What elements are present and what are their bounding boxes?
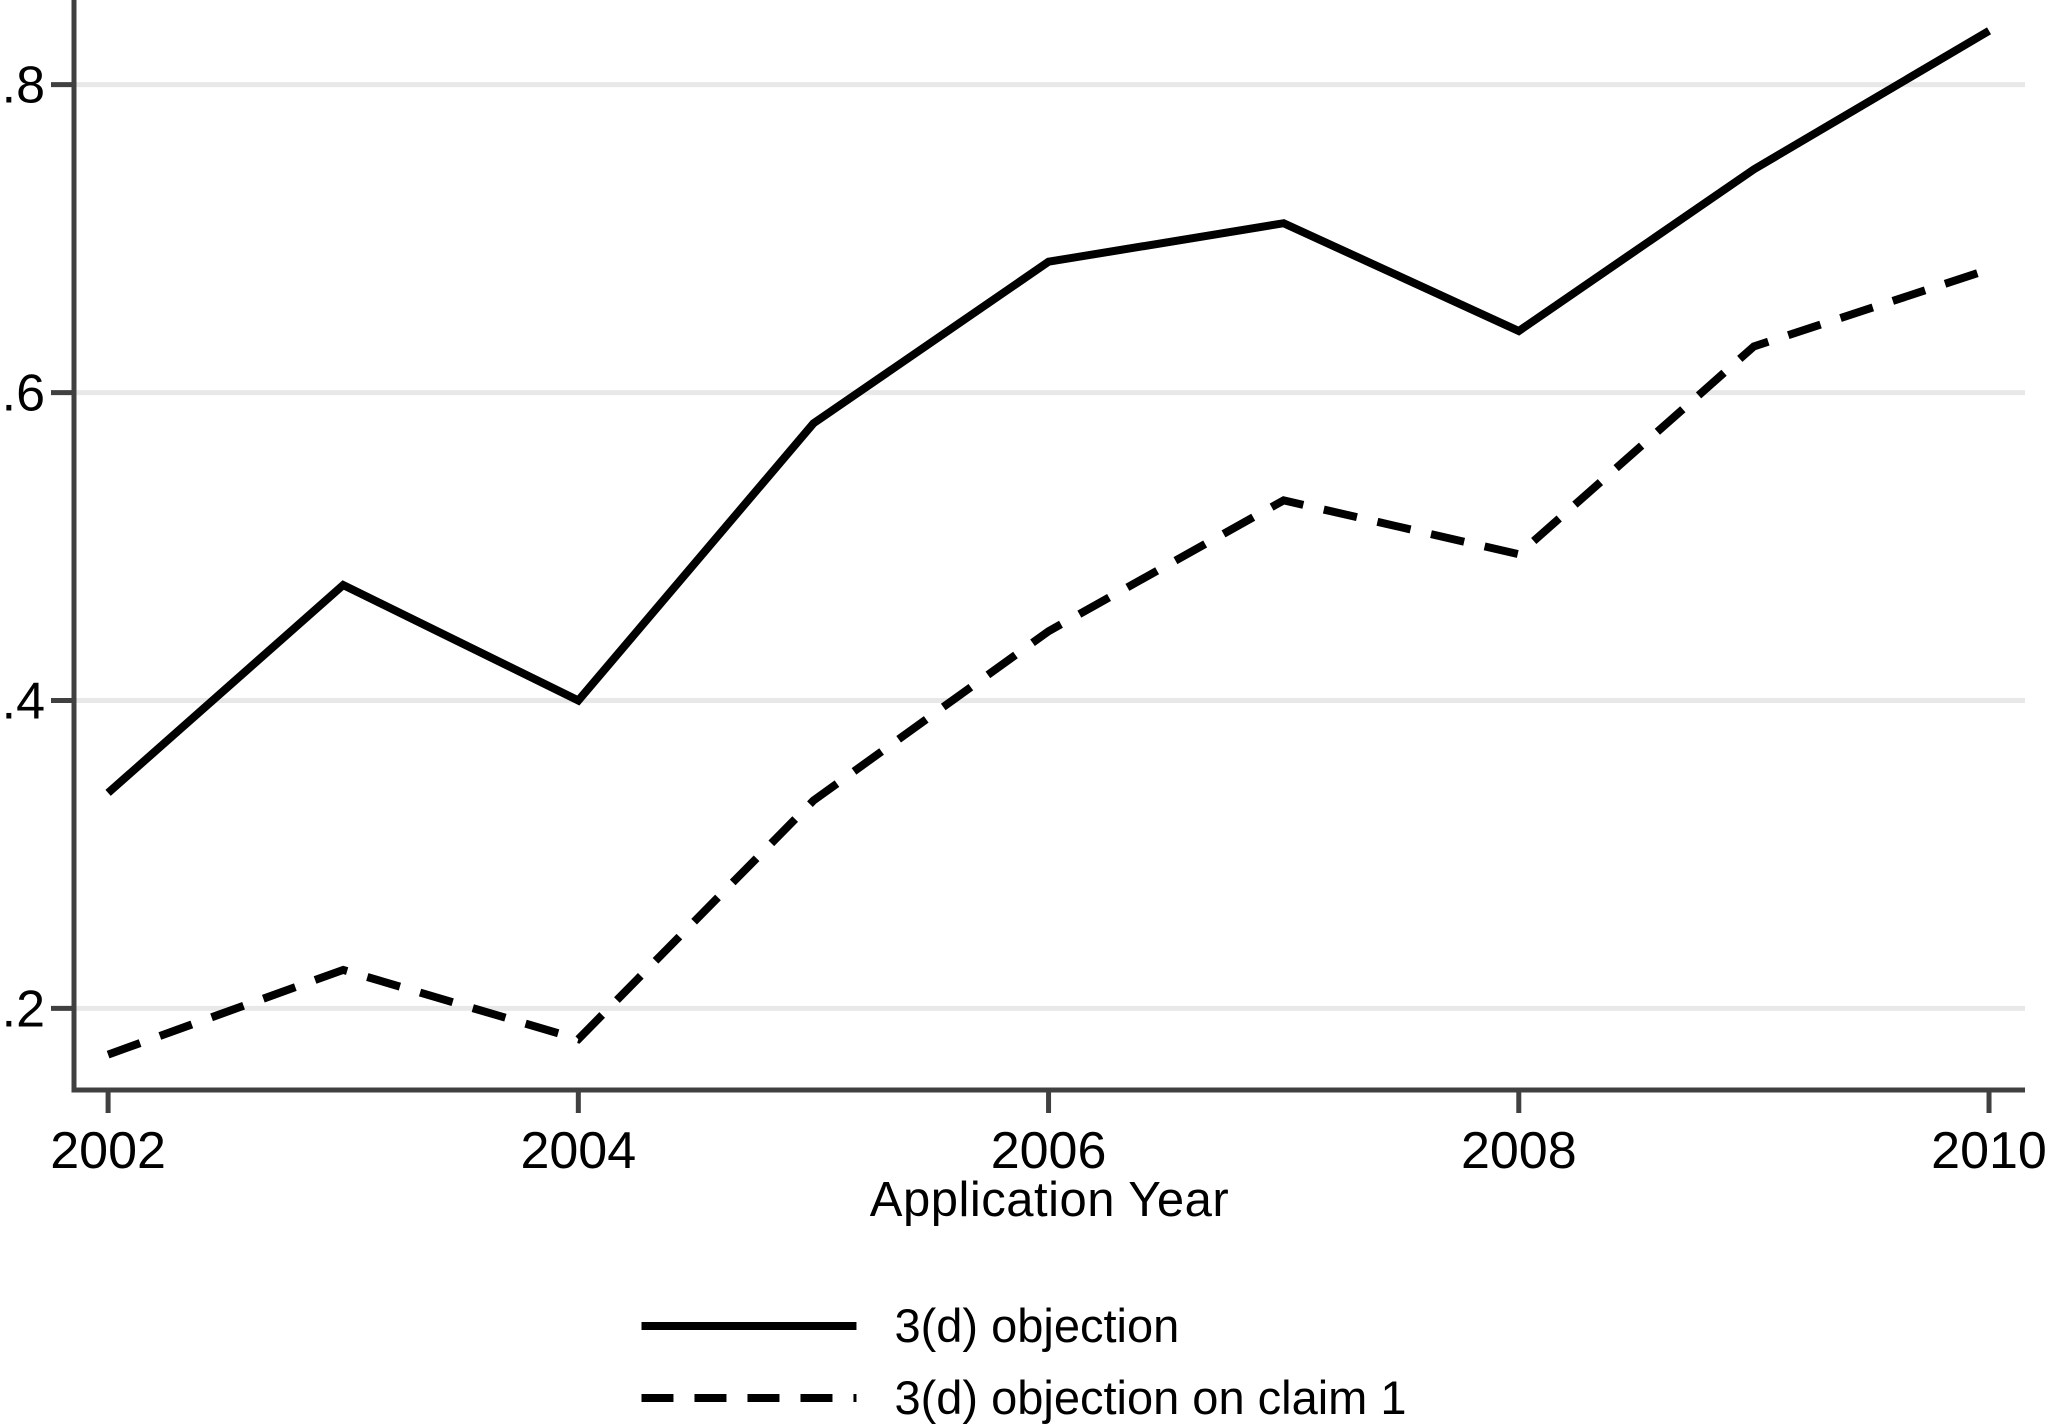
legend-label-dashed: 3(d) objection on claim 1 (894, 1370, 1407, 1424)
legend-line-solid-icon (641, 1321, 857, 1330)
y-tick-label: .4 (2, 672, 45, 730)
x-tick-label: 2002 (50, 1122, 166, 1180)
legend-line-dashed-icon (641, 1393, 857, 1402)
x-tick-label: 2010 (1931, 1122, 2047, 1180)
series-line-solid (105, 27, 1992, 796)
x-tick-label: 2008 (1461, 1122, 1577, 1180)
x-axis-title: Application Year (869, 1173, 1230, 1227)
legend: 3(d) objection 3(d) objection on claim 1 (641, 1300, 1407, 1424)
legend-item-solid: 3(d) objection (641, 1300, 1179, 1352)
series-line-dashed (106, 265, 1991, 1059)
x-tick-label: 2006 (991, 1122, 1107, 1180)
legend-label-solid: 3(d) objection (894, 1299, 1180, 1352)
legend-item-dashed: 3(d) objection on claim 1 (641, 1370, 1407, 1424)
y-tick-label: .2 (2, 980, 45, 1038)
y-tick-label: .8 (2, 57, 45, 115)
x-tick-label: 2004 (520, 1122, 636, 1180)
y-tick-label: .6 (2, 365, 45, 423)
